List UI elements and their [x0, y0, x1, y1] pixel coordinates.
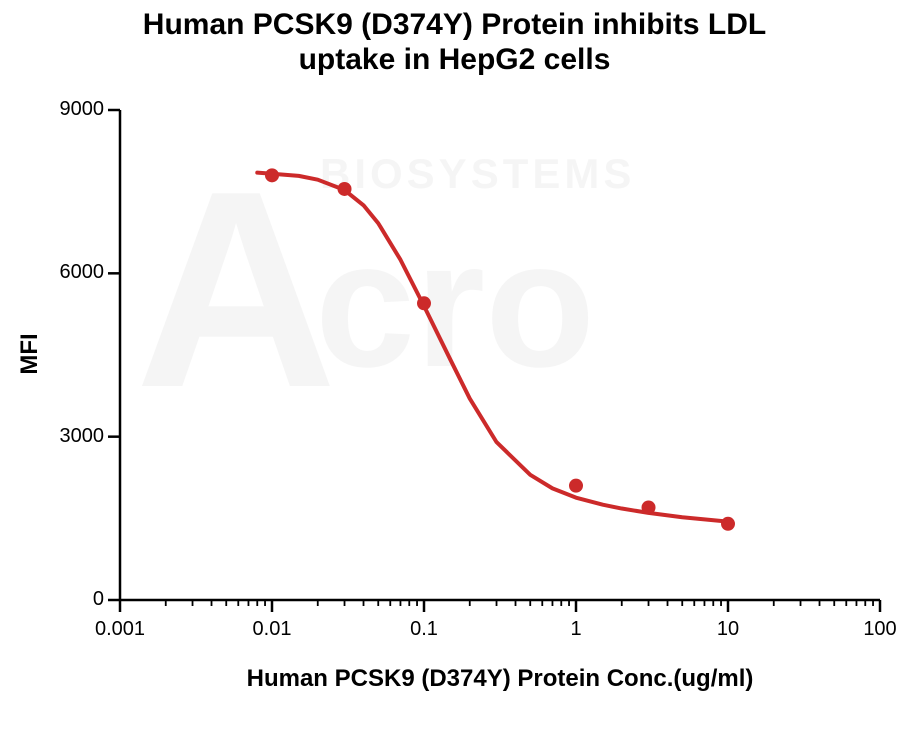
x-tick-label: 10	[688, 618, 768, 641]
x-tick-label: 0.001	[80, 618, 160, 641]
chart-container: Human PCSK9 (D374Y) Protein inhibits LDL…	[0, 0, 909, 739]
y-tick-label: 3000	[60, 425, 105, 448]
x-tick-label: 0.01	[232, 618, 312, 641]
x-tick-label: 1	[536, 618, 616, 641]
x-tick-label: 100	[840, 618, 909, 641]
y-tick-label: 6000	[60, 261, 105, 284]
y-tick-label: 9000	[60, 98, 105, 121]
x-tick-label: 0.1	[384, 618, 464, 641]
y-tick-label: 0	[93, 588, 104, 611]
